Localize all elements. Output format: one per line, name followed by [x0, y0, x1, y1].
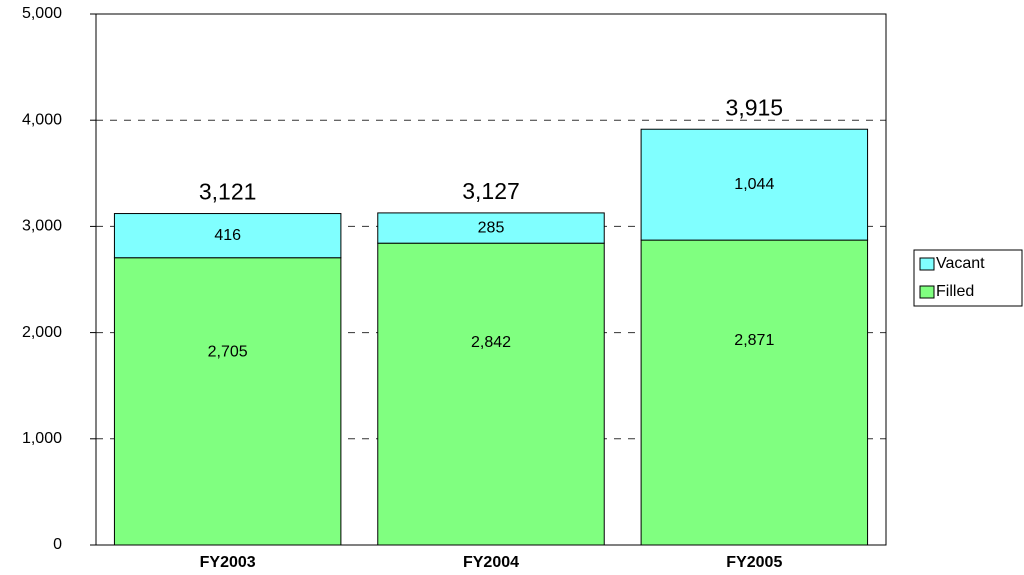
x-tick-label: FY2004	[463, 554, 519, 571]
plot-border	[95, 13, 887, 546]
y-tick-label: 3,000	[22, 218, 62, 235]
value-label: 2,705	[208, 344, 248, 361]
bar-segment	[640, 239, 869, 546]
value-label: 2,842	[471, 334, 511, 351]
legend-swatch	[919, 285, 935, 299]
bar-segment	[640, 128, 869, 241]
bar-segment	[377, 242, 605, 546]
bar-segment	[113, 257, 342, 546]
value-label: 2,871	[734, 332, 774, 349]
legend-swatch	[919, 257, 935, 271]
legend-label: Filled	[936, 283, 974, 300]
bar-segment	[113, 213, 342, 259]
value-label: 1,044	[734, 176, 774, 193]
total-label: 3,127	[462, 178, 520, 204]
legend-label: Vacant	[936, 255, 985, 272]
y-tick-label: 4,000	[22, 111, 62, 128]
y-tick-label: 5,000	[22, 5, 62, 22]
total-label: 3,121	[199, 179, 257, 205]
y-tick-label: 0	[53, 536, 62, 553]
x-tick-label: FY2003	[200, 554, 256, 571]
y-tick-label: 1,000	[22, 430, 62, 447]
x-tick-label: FY2005	[726, 554, 782, 571]
value-label: 285	[478, 219, 505, 236]
bar-segment	[377, 212, 605, 244]
y-tick-label: 2,000	[22, 324, 62, 341]
value-label: 416	[214, 227, 241, 244]
total-label: 3,915	[726, 94, 784, 120]
